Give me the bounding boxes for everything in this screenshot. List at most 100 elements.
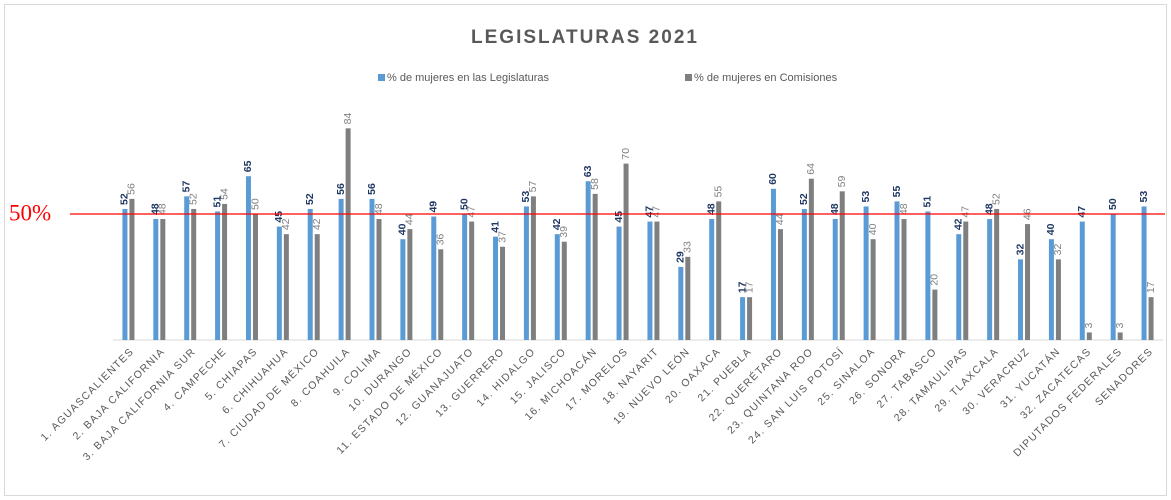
data-label: 48: [829, 203, 841, 215]
bar: [777, 229, 783, 340]
bar: [314, 234, 320, 340]
data-label: 32: [1052, 244, 1064, 256]
bar: [307, 208, 313, 340]
bar: [493, 236, 499, 340]
bar: [770, 188, 776, 340]
bar: [376, 219, 382, 340]
data-label: 51: [922, 196, 934, 208]
data-label: 56: [366, 183, 378, 195]
bar: [469, 221, 475, 340]
data-label: 39: [558, 226, 570, 238]
data-label: 17: [1145, 281, 1157, 293]
bar: [252, 214, 258, 340]
data-label: 53: [520, 191, 532, 203]
data-label: 64: [805, 163, 817, 175]
data-label: 33: [682, 241, 694, 253]
bar: [338, 198, 344, 340]
bar: [1141, 206, 1147, 340]
bar: [184, 196, 190, 340]
data-label: 70: [620, 148, 632, 160]
data-label: 53: [860, 191, 872, 203]
bar: [616, 226, 622, 340]
data-label: 56: [126, 183, 138, 195]
data-label: 42: [311, 218, 323, 230]
legend-label: % de mujeres en las Legislaturas: [387, 72, 550, 84]
bar: [932, 289, 938, 340]
bar: [283, 234, 289, 340]
data-label: 47: [465, 206, 477, 218]
data-label: 17: [736, 281, 748, 293]
bar: [801, 208, 807, 340]
bar: [500, 246, 506, 340]
bar: [462, 214, 468, 340]
data-label: 47: [1076, 206, 1088, 218]
legend-swatch: [685, 74, 692, 81]
data-label: 48: [157, 203, 169, 215]
reference-label: 50%: [9, 200, 51, 225]
bar: [561, 241, 567, 340]
data-label: 47: [651, 206, 663, 218]
bar: [654, 221, 660, 340]
data-label: 40: [1045, 223, 1057, 235]
data-label: 47: [960, 206, 972, 218]
bar: [808, 178, 814, 340]
data-label: 37: [496, 231, 508, 243]
legend-swatch: [378, 74, 385, 81]
bar: [870, 239, 876, 340]
bar: [369, 198, 375, 340]
bar: [215, 211, 221, 340]
bar: [863, 206, 869, 340]
chart-title: LEGISLATURAS 2021: [471, 27, 699, 48]
legend-label: % de mujeres en Comisiones: [694, 72, 838, 84]
bar: [1025, 224, 1031, 340]
data-label: 54: [218, 188, 230, 200]
data-label: 63: [582, 165, 594, 177]
bar: [987, 219, 993, 340]
bar: [1055, 259, 1061, 340]
bar: [832, 219, 838, 340]
data-label: 57: [180, 181, 192, 193]
data-label: 3: [1114, 322, 1126, 328]
bar: [523, 206, 529, 340]
bar: [431, 216, 437, 340]
data-label: 42: [953, 218, 965, 230]
bar: [1079, 221, 1085, 340]
data-label: 59: [836, 175, 848, 187]
data-label: 52: [304, 193, 316, 205]
bar: [1086, 332, 1092, 340]
bar: [1117, 332, 1123, 340]
data-label: 58: [589, 178, 601, 190]
bar: [129, 198, 135, 340]
data-label: 55: [891, 186, 903, 198]
data-label: 48: [705, 203, 717, 215]
data-label: 50: [1107, 198, 1119, 210]
bar: [400, 239, 406, 340]
bar: [592, 193, 598, 340]
data-label: 45: [273, 211, 285, 223]
bar: [345, 128, 351, 340]
bar: [1048, 239, 1054, 340]
bar: [994, 208, 1000, 340]
data-label: 52: [990, 193, 1002, 205]
data-label: 48: [983, 203, 995, 215]
data-label: 55: [712, 186, 724, 198]
data-label: 50: [249, 198, 261, 210]
data-label: 44: [404, 213, 416, 225]
data-label: 52: [187, 193, 199, 205]
data-label: 20: [929, 274, 941, 286]
bar: [245, 176, 251, 340]
data-label: 32: [1014, 244, 1026, 256]
bar: [585, 181, 591, 340]
data-label: 48: [150, 203, 162, 215]
data-label: 60: [767, 173, 779, 185]
data-label: 53: [1138, 191, 1150, 203]
bar: [222, 203, 228, 340]
bar: [647, 221, 653, 340]
chart-frame: [4, 4, 1167, 496]
data-label: 44: [774, 213, 786, 225]
bar: [716, 201, 722, 340]
bar: [122, 208, 128, 340]
data-label: 36: [435, 233, 447, 245]
bar: [901, 219, 907, 340]
